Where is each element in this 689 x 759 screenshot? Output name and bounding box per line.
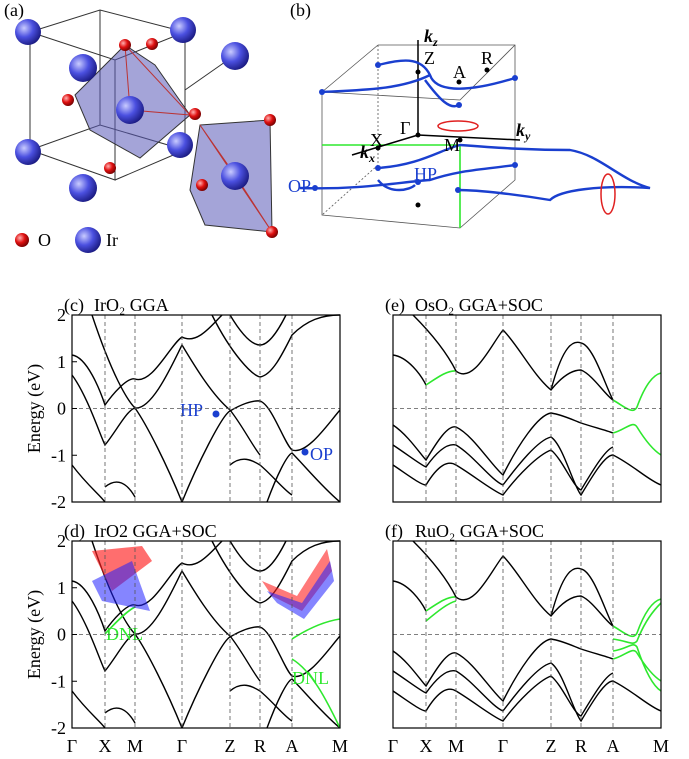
panel-title: OsO₂ GGA+SOC	[415, 295, 543, 315]
axis-base: k	[516, 120, 525, 140]
op-point	[302, 449, 309, 456]
green-bands	[426, 601, 661, 691]
k-point-label: Γ	[400, 118, 410, 138]
x-tick-label: R	[254, 736, 266, 756]
y-tick-label: -2	[51, 718, 66, 738]
y-tick-label: -1	[51, 671, 66, 691]
x-tick-label: Γ	[498, 736, 508, 756]
legend-label: O	[38, 230, 51, 250]
y-tick-label: 2	[57, 305, 66, 325]
annotation: OP	[310, 444, 333, 464]
k-point-label: R	[481, 48, 493, 68]
axis-sub: y	[523, 129, 531, 143]
panel-label: (b)	[290, 0, 311, 21]
x-tick-label: M	[332, 736, 348, 756]
x-tick-label: Γ	[67, 736, 77, 756]
x-tick-label: A	[286, 736, 299, 756]
k-point-label: OP	[288, 176, 311, 196]
x-tick-label: R	[575, 736, 587, 756]
annotation: DNL	[106, 624, 143, 644]
figure: (a) O Ir (b) Z A R Γ X	[0, 0, 689, 759]
annotation: DNL	[292, 668, 329, 688]
x-tick-label: Z	[225, 736, 236, 756]
panel-label: (c)	[64, 295, 84, 316]
panel-label: (e)	[385, 295, 405, 316]
bands	[393, 541, 661, 721]
y-tick-label: -1	[51, 445, 66, 465]
y-axis-label: Energy (eV)	[24, 590, 45, 679]
axis-base: k	[360, 142, 369, 162]
x-tick-label: X	[420, 736, 433, 756]
legend-label: Ir	[106, 230, 118, 250]
y-tick-label: -2	[51, 492, 66, 512]
bands	[393, 315, 661, 495]
x-tick-label: Z	[546, 736, 557, 756]
k-point-label: Z	[424, 48, 435, 68]
panel-title: RuO₂ GGA+SOC	[415, 521, 544, 541]
k-point-label: X	[370, 130, 383, 150]
panel-label: (f)	[385, 521, 403, 542]
y-tick-label: 1	[57, 352, 66, 372]
axis-base: k	[424, 26, 433, 46]
axis-sub: x	[368, 151, 375, 165]
annotation: HP	[180, 400, 203, 420]
panel-title: IrO₂ GGA	[94, 295, 169, 315]
axis-sub: z	[432, 35, 438, 49]
crystal-structure	[15, 10, 278, 253]
y-tick-label: 1	[57, 578, 66, 598]
panel-label: (d)	[64, 521, 85, 542]
panel-title: IrO2 GGA+SOC	[94, 521, 217, 541]
x-tick-label: M	[653, 736, 669, 756]
y-tick-label: 0	[57, 625, 66, 645]
k-point-label: HP	[414, 164, 437, 184]
x-tick-label: Γ	[388, 736, 398, 756]
x-tick-label: A	[607, 736, 620, 756]
k-point-label: M	[444, 135, 460, 155]
brillouin-zone	[300, 40, 650, 228]
x-tick-label: M	[448, 736, 464, 756]
y-axis-label: Energy (eV)	[24, 364, 45, 453]
axis-label: kz	[424, 26, 438, 49]
x-tick-label: Γ	[177, 736, 187, 756]
axis-label: ky	[516, 120, 531, 143]
y-tick-label: 2	[57, 531, 66, 551]
panel-label: (a)	[4, 0, 24, 21]
x-tick-label: M	[127, 736, 143, 756]
y-tick-label: 0	[57, 399, 66, 419]
hp-point	[213, 411, 220, 418]
x-tick-label: X	[99, 736, 112, 756]
k-point-label: A	[453, 62, 466, 82]
